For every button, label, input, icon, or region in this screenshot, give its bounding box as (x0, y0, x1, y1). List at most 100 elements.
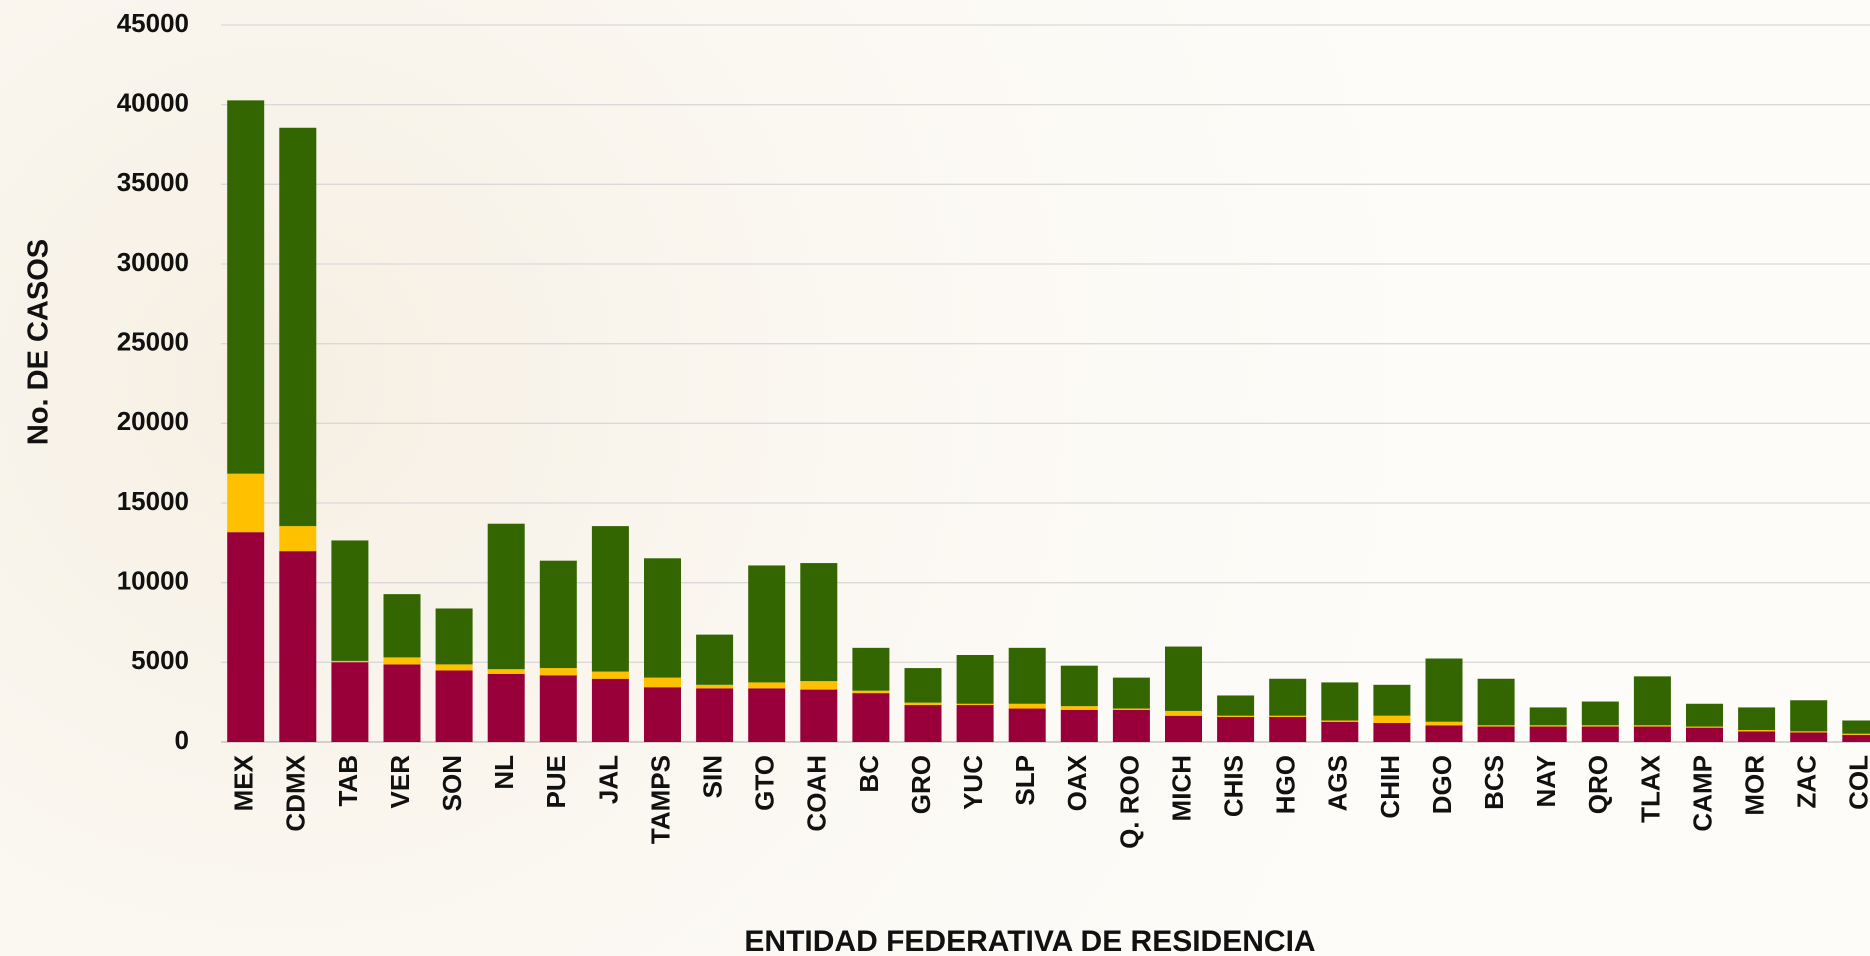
bar-segment (644, 558, 681, 678)
x-tick-label: DGO (1427, 755, 1457, 814)
x-tick-label: QRO (1583, 755, 1613, 814)
x-tick-label: AGS (1323, 755, 1353, 811)
bar-segment (279, 127, 317, 527)
bar-segment (227, 532, 265, 742)
bar-segment (1373, 684, 1411, 716)
bar-segment (1060, 706, 1098, 710)
bar-segment (800, 681, 838, 690)
bar-segment (696, 634, 734, 685)
bar-segment (1581, 725, 1619, 727)
bar-segment (1217, 715, 1255, 717)
bar-segment (383, 664, 421, 742)
bar-segment (435, 608, 473, 665)
bar-segment (1842, 734, 1870, 742)
x-tick-label: TAB (333, 755, 363, 807)
bar-segment (904, 705, 942, 742)
x-tick-label: GRO (906, 755, 936, 814)
bar-segment (1790, 731, 1828, 733)
bar-segment (383, 657, 421, 665)
bar-segment (487, 673, 525, 742)
bar-segment (1269, 715, 1307, 717)
bar-segment (644, 687, 681, 742)
x-tick-label: PUE (541, 755, 571, 808)
bar-segment (1529, 707, 1567, 726)
y-axis-label: No. DE CASOS (23, 239, 55, 445)
bar-segment (435, 670, 473, 742)
x-tick-label: CAMP (1687, 755, 1717, 832)
bar-segment (1112, 709, 1150, 742)
y-tick-label: 10000 (117, 566, 189, 596)
bar-segment (591, 671, 629, 679)
bar-segment (279, 526, 317, 552)
x-tick-label: OAX (1062, 754, 1092, 811)
bar-segment (1633, 726, 1671, 742)
bar-segment (1269, 678, 1307, 716)
bar-segment (1112, 708, 1150, 710)
x-tick-label: HGO (1271, 755, 1301, 814)
bar-segment (1269, 716, 1307, 742)
bar-segment (1477, 726, 1515, 742)
x-tick-label: CHIH (1375, 755, 1405, 819)
bar-segment (1477, 678, 1515, 726)
bar-segment (1008, 703, 1046, 709)
bar-segment (1425, 725, 1463, 742)
y-tick-label: 25000 (117, 327, 189, 357)
bar-segment (1425, 658, 1463, 722)
x-tick-label: TAMPS (645, 755, 675, 844)
bar-segment (852, 647, 890, 691)
bar-segment (539, 668, 577, 676)
bar-segment (1425, 721, 1463, 726)
bar-segment (956, 655, 994, 704)
bar-segment (487, 523, 525, 670)
bar-segment (539, 675, 577, 742)
bar-segment (852, 693, 890, 742)
x-tick-label: BC (854, 755, 884, 793)
bar-segment (1008, 647, 1046, 704)
y-tick-label: 45000 (117, 8, 189, 38)
bar-segment (748, 688, 786, 742)
bar-segment (227, 473, 265, 533)
bar-segment (279, 551, 317, 742)
bar-segment (1790, 732, 1828, 742)
y-tick-label: 20000 (117, 406, 189, 436)
bar-segment (904, 702, 942, 706)
bar-segment (227, 100, 265, 474)
bar-segment (1321, 720, 1359, 722)
x-tick-label: TLAX (1635, 754, 1665, 823)
x-tick-label: MOR (1739, 755, 1769, 816)
bar-segment (1529, 726, 1567, 742)
x-tick-label: YUC (958, 755, 988, 810)
bar-segment (1008, 708, 1046, 742)
bar-segment (487, 669, 525, 674)
bar-segment (331, 540, 369, 661)
bar-segment (1686, 726, 1723, 728)
bar-segment (800, 689, 838, 742)
bar-segment (1581, 726, 1619, 742)
bar-segment (644, 677, 681, 688)
x-tick-label: CHIS (1218, 755, 1248, 817)
bar-segment (1686, 727, 1723, 742)
x-tick-label: CDMX (281, 754, 311, 831)
x-tick-label: COL (1844, 755, 1870, 810)
bar-segment (800, 563, 838, 682)
bar-segment (696, 684, 734, 689)
x-tick-label: SIN (697, 755, 727, 798)
x-tick-label: ZAC (1792, 755, 1822, 809)
bar-segment (956, 705, 994, 742)
x-tick-label: COAH (802, 755, 832, 832)
x-tick-label: SON (437, 755, 467, 811)
y-tick-label: 5000 (131, 645, 189, 675)
x-tick-label: NL (489, 755, 519, 790)
bar-segment (1373, 715, 1411, 723)
bar-segment (1686, 703, 1723, 727)
bar-segment (1165, 715, 1202, 742)
y-tick-label: 30000 (117, 247, 189, 277)
bar-segment (1217, 716, 1255, 742)
bar-segment (956, 703, 994, 706)
bar-segment (1373, 722, 1411, 742)
y-tick-label: 0 (175, 725, 189, 755)
x-tick-label: MEX (229, 754, 259, 811)
bar-segment (1321, 682, 1359, 721)
x-tick-label: Q. ROO (1114, 755, 1144, 849)
x-tick-label: JAL (593, 755, 623, 804)
